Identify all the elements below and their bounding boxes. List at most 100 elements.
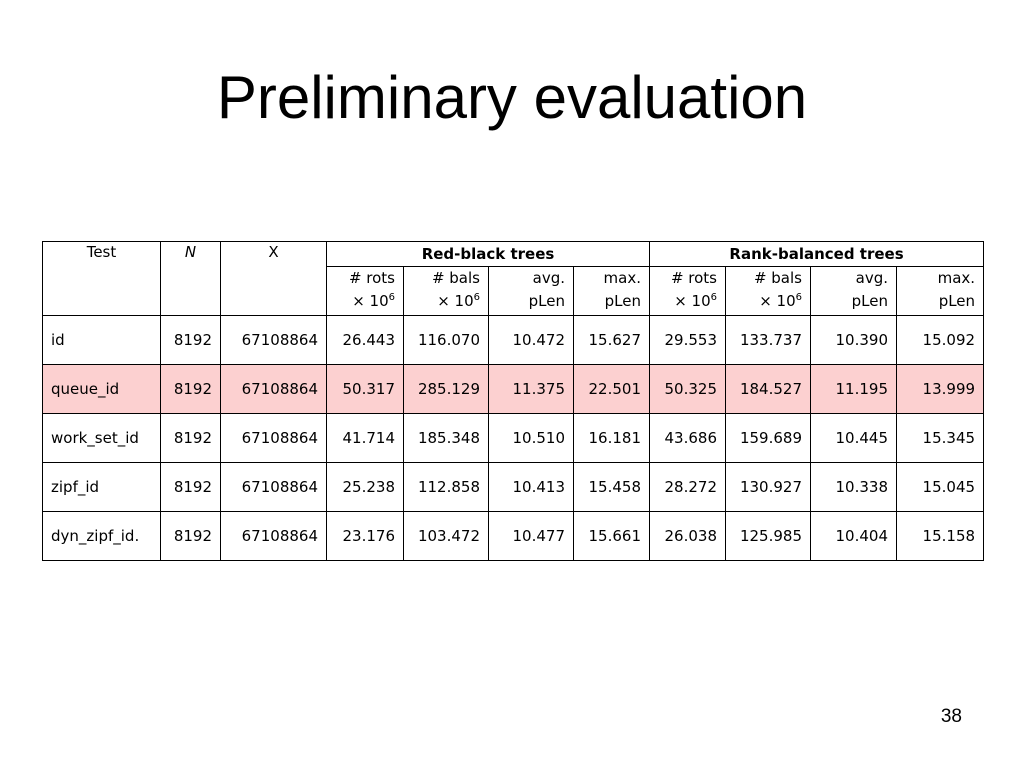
cell-value: 10.338 bbox=[810, 462, 897, 512]
cell-value: 15.158 bbox=[895, 511, 985, 561]
metric-header-unit: pLen bbox=[851, 292, 888, 310]
cell-value: 103.472 bbox=[403, 511, 489, 561]
cell-test: queue_id bbox=[42, 364, 161, 414]
metric-header-line2: × 106 bbox=[734, 290, 802, 313]
cell-value: 29.553 bbox=[649, 315, 726, 365]
cell-value: 16.181 bbox=[573, 413, 650, 463]
table-row: id 8192 67108864 26.443 116.070 10.472 15.627 2… bbox=[42, 315, 985, 365]
metric-header-unit: × 10 bbox=[674, 292, 711, 310]
cell-test: dyn_zipf_id. bbox=[42, 511, 161, 561]
metric-header-line1: # rots bbox=[348, 269, 395, 287]
metric-header-line2: pLen bbox=[819, 290, 888, 313]
cell-value: 10.472 bbox=[488, 315, 574, 365]
slide-number: 38 bbox=[940, 706, 962, 727]
cell-value: 10.404 bbox=[810, 511, 897, 561]
cell-test: zipf_id bbox=[42, 462, 161, 512]
cell-value: 15.458 bbox=[573, 462, 650, 512]
cell-value: 10.510 bbox=[488, 413, 574, 463]
metric-header: max. pLen bbox=[895, 266, 985, 316]
header-row-groups: Test N X Red-black trees Rank-balanced t… bbox=[42, 241, 985, 316]
cell-value: 10.390 bbox=[810, 315, 897, 365]
metric-header-line2: pLen bbox=[582, 290, 641, 313]
cell-value: 43.686 bbox=[649, 413, 726, 463]
cell-value: 50.317 bbox=[326, 364, 404, 414]
metric-header-line1: # bals bbox=[753, 269, 802, 287]
cell-x: 67108864 bbox=[220, 462, 327, 512]
metric-header-line2: × 106 bbox=[412, 290, 480, 313]
metric-header-line1: # rots bbox=[670, 269, 717, 287]
metric-header-exponent: 6 bbox=[473, 292, 480, 303]
cell-n: 8192 bbox=[160, 413, 221, 463]
metric-header-line1: avg. bbox=[855, 269, 888, 287]
cell-value: 10.445 bbox=[810, 413, 897, 463]
cell-n: 8192 bbox=[160, 511, 221, 561]
cell-x: 67108864 bbox=[220, 315, 327, 365]
cell-value: 50.325 bbox=[649, 364, 726, 414]
header-red-black-trees: Red-black trees bbox=[326, 241, 650, 267]
metric-header-exponent: 6 bbox=[388, 292, 395, 303]
cell-value: 133.737 bbox=[725, 315, 811, 365]
cell-value: 15.345 bbox=[895, 413, 985, 463]
header-rank-balanced-trees: Rank-balanced trees bbox=[648, 241, 985, 267]
cell-value: 10.413 bbox=[488, 462, 574, 512]
cell-n: 8192 bbox=[160, 315, 221, 365]
table-row: dyn_zipf_id. 8192 67108864 23.176 103.472 10.… bbox=[42, 511, 985, 561]
cell-value: 184.527 bbox=[725, 364, 811, 414]
cell-value: 159.689 bbox=[725, 413, 811, 463]
metric-header-line2: pLen bbox=[905, 290, 975, 313]
metric-header-exponent: 6 bbox=[795, 292, 802, 303]
cell-n: 8192 bbox=[160, 364, 221, 414]
metric-header-unit: × 10 bbox=[352, 292, 389, 310]
cell-value: 130.927 bbox=[725, 462, 811, 512]
cell-value: 116.070 bbox=[403, 315, 489, 365]
cell-test: work_set_id bbox=[42, 413, 161, 463]
cell-value: 112.858 bbox=[403, 462, 489, 512]
metric-header-unit: pLen bbox=[938, 292, 976, 310]
metric-header-unit: × 10 bbox=[759, 292, 796, 310]
metric-header-line1: avg. bbox=[532, 269, 565, 287]
cell-value: 15.045 bbox=[895, 462, 985, 512]
metric-header-exponent: 6 bbox=[710, 292, 717, 303]
metric-header: # rots × 106 bbox=[326, 266, 404, 316]
cell-value: 28.272 bbox=[649, 462, 726, 512]
cell-value: 23.176 bbox=[326, 511, 404, 561]
metric-header-line1: max. bbox=[603, 269, 641, 287]
metric-header-unit: × 10 bbox=[437, 292, 474, 310]
cell-value: 25.238 bbox=[326, 462, 404, 512]
cell-value: 13.999 bbox=[895, 364, 985, 414]
header-x: X bbox=[220, 241, 327, 316]
table-row: zipf_id 8192 67108864 25.238 112.858 10.413 15… bbox=[42, 462, 985, 512]
cell-value: 15.661 bbox=[573, 511, 650, 561]
cell-value: 26.443 bbox=[326, 315, 404, 365]
cell-value: 26.038 bbox=[649, 511, 726, 561]
metric-header-line2: pLen bbox=[497, 290, 565, 313]
cell-x: 67108864 bbox=[220, 511, 327, 561]
cell-value: 15.627 bbox=[573, 315, 650, 365]
cell-x: 67108864 bbox=[220, 413, 327, 463]
cell-value: 125.985 bbox=[725, 511, 811, 561]
metric-header-line2: × 106 bbox=[658, 290, 717, 313]
metric-header-line2: × 106 bbox=[335, 290, 395, 313]
results-table: Test N X Red-black trees Rank-balanced t… bbox=[42, 241, 985, 561]
metric-header-unit: pLen bbox=[604, 292, 641, 310]
metric-header: # bals × 106 bbox=[725, 266, 811, 316]
metric-header: # bals × 106 bbox=[403, 266, 489, 316]
cell-value: 11.195 bbox=[810, 364, 897, 414]
cell-value: 10.477 bbox=[488, 511, 574, 561]
header-n: N bbox=[160, 241, 221, 316]
header-test: Test bbox=[42, 241, 161, 316]
cell-value: 285.129 bbox=[403, 364, 489, 414]
cell-test: id bbox=[42, 315, 161, 365]
table-row: queue_id 8192 67108864 50.317 285.129 11.375 2… bbox=[42, 364, 985, 414]
metric-header: avg. pLen bbox=[488, 266, 574, 316]
cell-value: 15.092 bbox=[895, 315, 985, 365]
cell-x: 67108864 bbox=[220, 364, 327, 414]
metric-header: max. pLen bbox=[573, 266, 650, 316]
cell-value: 22.501 bbox=[573, 364, 650, 414]
cell-value: 185.348 bbox=[403, 413, 489, 463]
metric-header: avg. pLen bbox=[810, 266, 897, 316]
metric-header-line1: # bals bbox=[431, 269, 480, 287]
table-row: work_set_id 8192 67108864 41.714 185.348 10.5… bbox=[42, 413, 985, 463]
slide-title: Preliminary evaluation bbox=[216, 64, 808, 131]
header-row-metrics: # rots × 106 # bals × 106 avg. pLen max. pLen # … bbox=[43, 266, 985, 316]
